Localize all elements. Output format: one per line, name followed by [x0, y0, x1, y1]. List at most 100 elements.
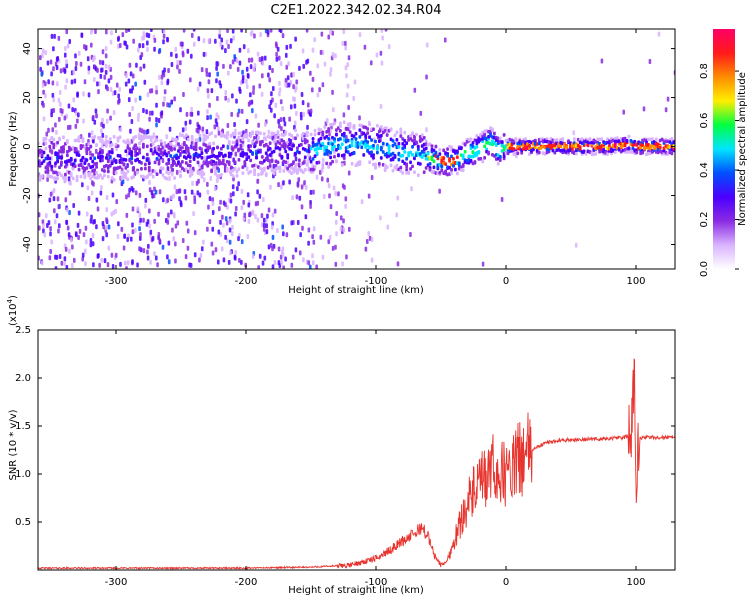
- heatmap-cell: [321, 132, 325, 137]
- heatmap-cell: [107, 64, 111, 70]
- heatmap-cell: [290, 220, 294, 226]
- heatmap-cell: [635, 150, 639, 155]
- heatmap-cell: [55, 213, 59, 219]
- heatmap-cell: [267, 207, 271, 213]
- heatmap-cell: [268, 147, 272, 151]
- heatmap-cell: [350, 140, 354, 144]
- heatmap-cell: [496, 161, 500, 166]
- heatmap-cell: [130, 185, 134, 191]
- heatmap-cell: [49, 191, 53, 197]
- heatmap-cell: [124, 172, 128, 176]
- heatmap-cell: [188, 119, 192, 125]
- heatmap-cell: [411, 152, 414, 157]
- heatmap-cell: [232, 191, 235, 197]
- heatmap-cell: [77, 167, 81, 172]
- heatmap-cell: [574, 242, 578, 248]
- heatmap-cell: [280, 260, 283, 266]
- heatmap-cell: [95, 143, 98, 147]
- heatmap-cell: [415, 132, 418, 137]
- heatmap-cell: [260, 222, 264, 228]
- heatmap-cell: [109, 115, 112, 121]
- heatmap-cell: [155, 85, 158, 91]
- heatmap-cell: [241, 165, 245, 169]
- heatmap-cell: [195, 180, 199, 186]
- heatmap-cell: [298, 250, 302, 256]
- heatmap-cell: [200, 67, 204, 73]
- heatmap-cell: [309, 132, 313, 137]
- heatmap-cell: [442, 148, 446, 153]
- heatmap-cell: [271, 246, 274, 252]
- heatmap-cell: [241, 171, 245, 175]
- heatmap-cell: [42, 89, 45, 95]
- heatmap-cell: [137, 47, 140, 53]
- heatmap-cell: [190, 106, 193, 112]
- heatmap-cell: [301, 48, 305, 54]
- heatmap-cell: [307, 240, 310, 246]
- heatmap-cell: [214, 247, 218, 253]
- heatmap-cell: [233, 160, 237, 164]
- heatmap-cell: [132, 166, 136, 170]
- heatmap-cell: [101, 150, 104, 155]
- heatmap-cell: [42, 150, 46, 155]
- heatmap-cell: [186, 48, 190, 54]
- heatmap-cell: [54, 170, 58, 175]
- heatmap-cell: [148, 208, 151, 214]
- heatmap-cell: [282, 169, 286, 173]
- snr-plot-area: [38, 358, 675, 570]
- heatmap-cell: [281, 224, 284, 230]
- heatmap-cell: [130, 161, 134, 165]
- heatmap-cell: [90, 214, 93, 220]
- heatmap-cell: [277, 55, 281, 61]
- heatmap-cell: [250, 57, 254, 63]
- y-tick-label: 1.0: [15, 469, 31, 480]
- heatmap-cell: [289, 104, 293, 110]
- heatmap-cell: [46, 60, 50, 66]
- heatmap-cell: [195, 127, 199, 133]
- heatmap-cell: [136, 206, 140, 212]
- heatmap-cell: [52, 187, 56, 193]
- heatmap-cell: [358, 115, 361, 121]
- spectrogram-frame: [37, 28, 676, 270]
- heatmap-cell: [179, 162, 182, 167]
- heatmap-cell: [594, 152, 598, 156]
- heatmap-cell: [269, 184, 272, 190]
- heatmap-cell: [251, 253, 255, 259]
- heatmap-cell: [294, 87, 297, 93]
- heatmap-cell: [255, 140, 258, 145]
- heatmap-cell: [124, 81, 128, 87]
- heatmap-cell: [65, 140, 69, 145]
- heatmap-cell: [87, 69, 91, 75]
- heatmap-cell: [125, 29, 128, 33]
- heatmap-cell: [200, 151, 204, 156]
- heatmap-cell: [251, 140, 254, 144]
- heatmap-cell: [246, 192, 250, 198]
- heatmap-cell: [41, 82, 45, 88]
- heatmap-cell: [271, 212, 275, 218]
- heatmap-cell: [440, 164, 444, 168]
- heatmap-cell: [276, 160, 280, 165]
- heatmap-cell: [74, 53, 77, 59]
- heatmap-cell: [98, 59, 102, 65]
- heatmap-cell: [553, 150, 557, 155]
- heatmap-cell: [230, 111, 233, 117]
- heatmap-cell: [207, 38, 211, 44]
- heatmap-cell: [110, 143, 114, 147]
- heatmap-cell: [220, 173, 223, 177]
- heatmap-cell: [364, 246, 368, 252]
- heatmap-cell: [473, 161, 477, 165]
- heatmap-cell: [207, 204, 210, 210]
- heatmap-cell: [229, 198, 233, 204]
- heatmap-cell: [130, 150, 134, 154]
- colorbar-gradient: [713, 29, 735, 269]
- heatmap-cell: [306, 58, 310, 64]
- heatmap-cell: [192, 29, 196, 32]
- heatmap-cell: [322, 193, 326, 199]
- heatmap-cell: [177, 155, 180, 160]
- heatmap-cell: [106, 140, 110, 144]
- heatmap-cell: [62, 147, 65, 152]
- heatmap-cell: [444, 162, 448, 166]
- heatmap-cell: [138, 212, 142, 218]
- heatmap-cell: [81, 137, 85, 141]
- heatmap-cell: [78, 228, 82, 234]
- heatmap-cell: [104, 156, 108, 160]
